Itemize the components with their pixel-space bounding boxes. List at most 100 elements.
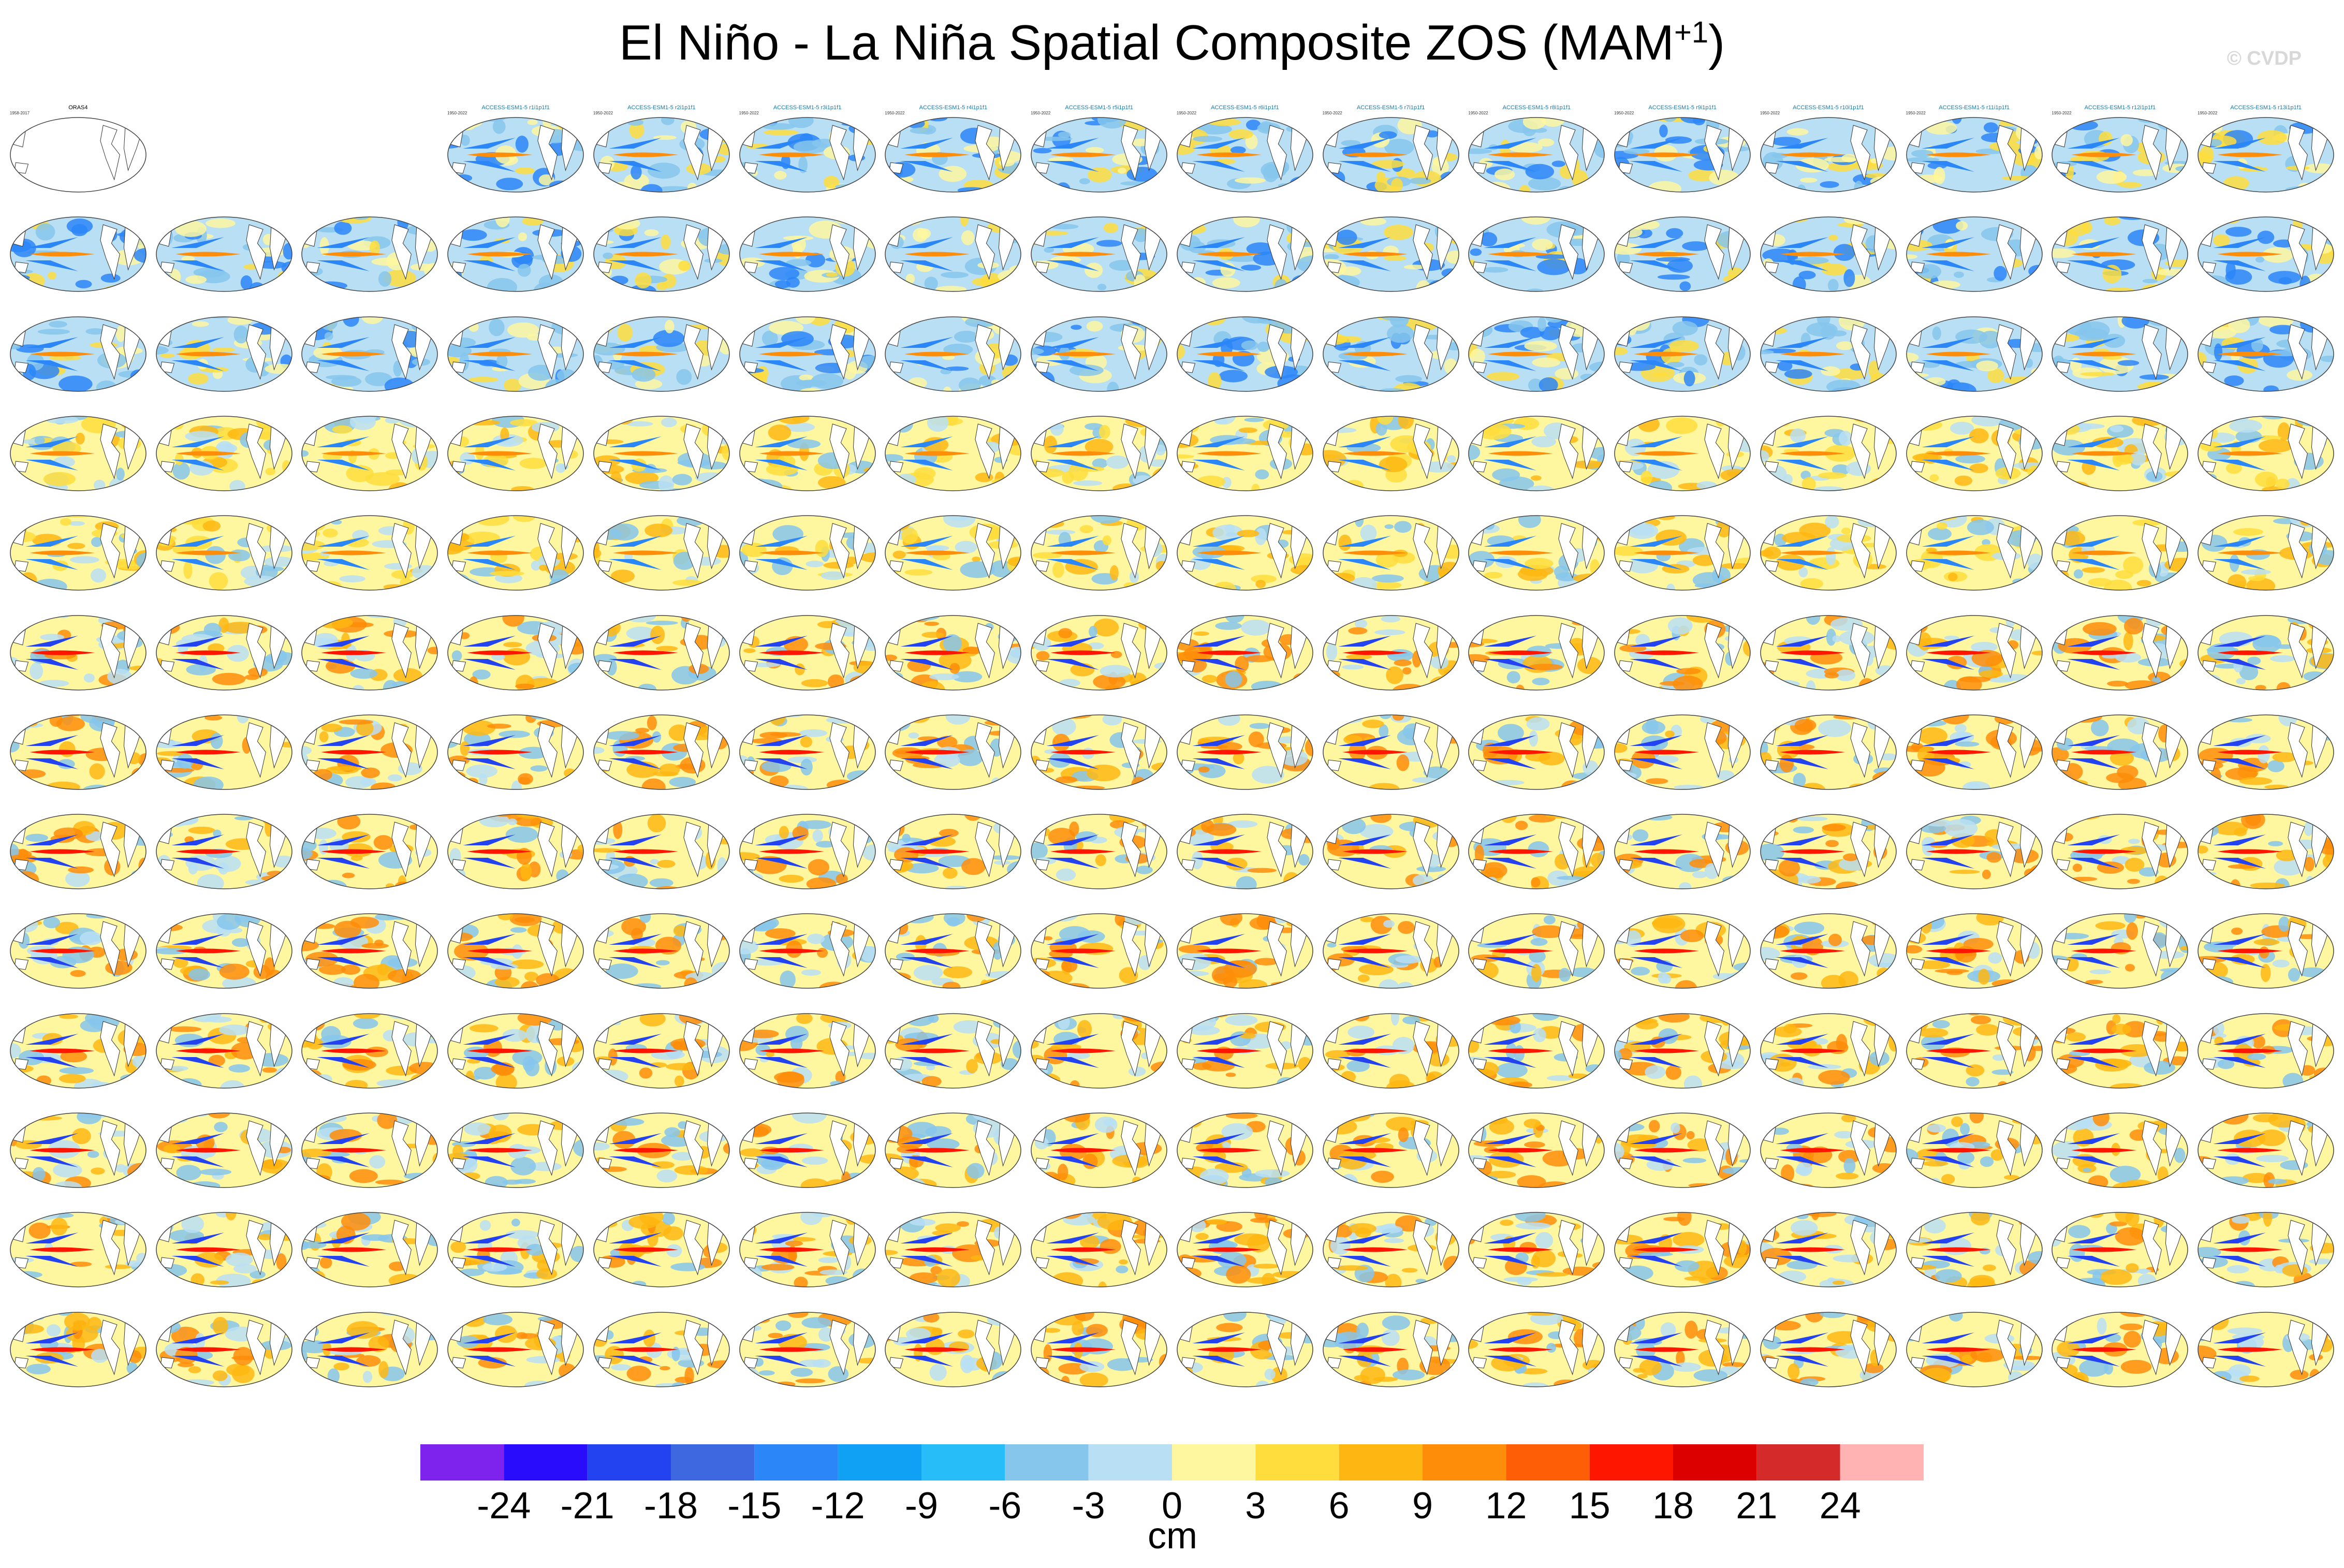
panel-map (1177, 1013, 1313, 1089)
colorbar-swatch (1172, 1444, 1256, 1481)
colorbar-swatch (1339, 1444, 1423, 1481)
model-panel: ACCESS-ESM1-5 r12i1p1f1 1950-2022 (2050, 105, 2189, 199)
panel-map (1906, 216, 2043, 292)
model-panel (2196, 1001, 2335, 1095)
model-panel (1030, 503, 1168, 597)
panel-map (1031, 1212, 1167, 1288)
colorbar-tick-label: 21 (1736, 1485, 1778, 1527)
panel-map (1177, 1311, 1313, 1387)
model-panel (1322, 1100, 1460, 1194)
colorbar-swatch (838, 1444, 921, 1481)
panel-map (10, 416, 146, 491)
model-panel (300, 403, 439, 497)
model-panel (1322, 1001, 1460, 1095)
panel-map (10, 1311, 146, 1387)
model-panel (592, 1299, 731, 1394)
panel-title: ACCESS-ESM1-5 r3i1p1f1 (773, 105, 842, 111)
panel-map (1614, 216, 1751, 292)
panel-years: 1950-2022 (885, 111, 905, 115)
panel-map (155, 814, 292, 889)
panel-map (1760, 117, 1897, 193)
panel-map (1906, 515, 2043, 591)
panel-map (1760, 1212, 1897, 1288)
panel-map (1177, 913, 1313, 989)
panel-map (301, 1013, 438, 1089)
panel-map (1760, 1013, 1897, 1089)
panel-map (155, 515, 292, 591)
panel-map (1760, 316, 1897, 392)
panel-map (155, 714, 292, 790)
panel-map (1322, 316, 1459, 392)
colorbar-tick-label: 15 (1569, 1485, 1610, 1527)
model-panel (884, 603, 1022, 697)
panel-map (301, 416, 438, 491)
panel-map (10, 913, 146, 989)
colorbar-tick-label: -6 (988, 1485, 1022, 1527)
model-panel (300, 702, 439, 796)
panel-map (739, 1212, 876, 1288)
model-panel (1030, 204, 1168, 298)
model-panel (2050, 1299, 2189, 1394)
panel-map (1614, 614, 1751, 691)
colorbar-tick-label: -24 (477, 1485, 531, 1527)
model-panel (300, 503, 439, 597)
page-title: El Niño - La Niña Spatial Composite ZOS … (0, 14, 2344, 71)
panel-map (10, 1013, 146, 1089)
model-panel (9, 1001, 148, 1095)
model-panel (1905, 1001, 2044, 1095)
model-panel (1759, 603, 1898, 697)
panel-map (1031, 913, 1167, 989)
panel-years: 1950-2022 (447, 111, 467, 115)
panel-map (301, 913, 438, 989)
model-panel (592, 801, 731, 896)
panel-map (1468, 216, 1605, 292)
colorbar-tick-label: -15 (727, 1485, 782, 1527)
model-panel (1176, 603, 1314, 697)
panel-map (2052, 1013, 2189, 1089)
colorbar-swatch (1005, 1444, 1089, 1481)
model-panel (2050, 603, 2189, 697)
model-panel (1905, 503, 2044, 597)
panel-years: 1950-2022 (1322, 111, 1342, 115)
model-panel (446, 801, 585, 896)
model-panel (1613, 1199, 1752, 1294)
model-panel (1322, 304, 1460, 398)
panel-map (1177, 1212, 1313, 1288)
panel-map (2052, 714, 2189, 790)
panel-map (2198, 216, 2334, 292)
panel-map (1031, 1311, 1167, 1387)
model-panel (1030, 702, 1168, 796)
panel-map (1468, 614, 1605, 691)
model-panel (2196, 901, 2335, 995)
model-panel (1322, 403, 1460, 497)
panel-map (2198, 416, 2334, 491)
panel-map (1468, 814, 1605, 889)
colorbar-swatch (1088, 1444, 1172, 1481)
model-panel (2196, 1100, 2335, 1194)
model-panel (1905, 1100, 2044, 1194)
panel-map (885, 1212, 1022, 1288)
model-panel (300, 204, 439, 298)
panel-map (1031, 714, 1167, 790)
model-panel (1176, 1100, 1314, 1194)
model-panel (1905, 1199, 2044, 1294)
panel-map (2198, 316, 2334, 392)
model-panel (446, 1199, 585, 1294)
model-panel (1322, 901, 1460, 995)
model-panel (300, 304, 439, 398)
model-panel (155, 503, 294, 597)
model-panel (300, 901, 439, 995)
panel-map (1031, 1112, 1167, 1188)
model-panel (1030, 603, 1168, 697)
model-panel (1467, 304, 1606, 398)
model-panel (2196, 603, 2335, 697)
panel-map (1906, 1212, 2043, 1288)
model-panel (1322, 503, 1460, 597)
model-panel (884, 801, 1022, 896)
panel-map (1906, 316, 2043, 392)
model-panel (1467, 403, 1606, 497)
model-panel (446, 1100, 585, 1194)
colorbar-tick-label: 3 (1245, 1485, 1266, 1527)
panel-map (1322, 614, 1459, 691)
colorbar (420, 1444, 1924, 1481)
